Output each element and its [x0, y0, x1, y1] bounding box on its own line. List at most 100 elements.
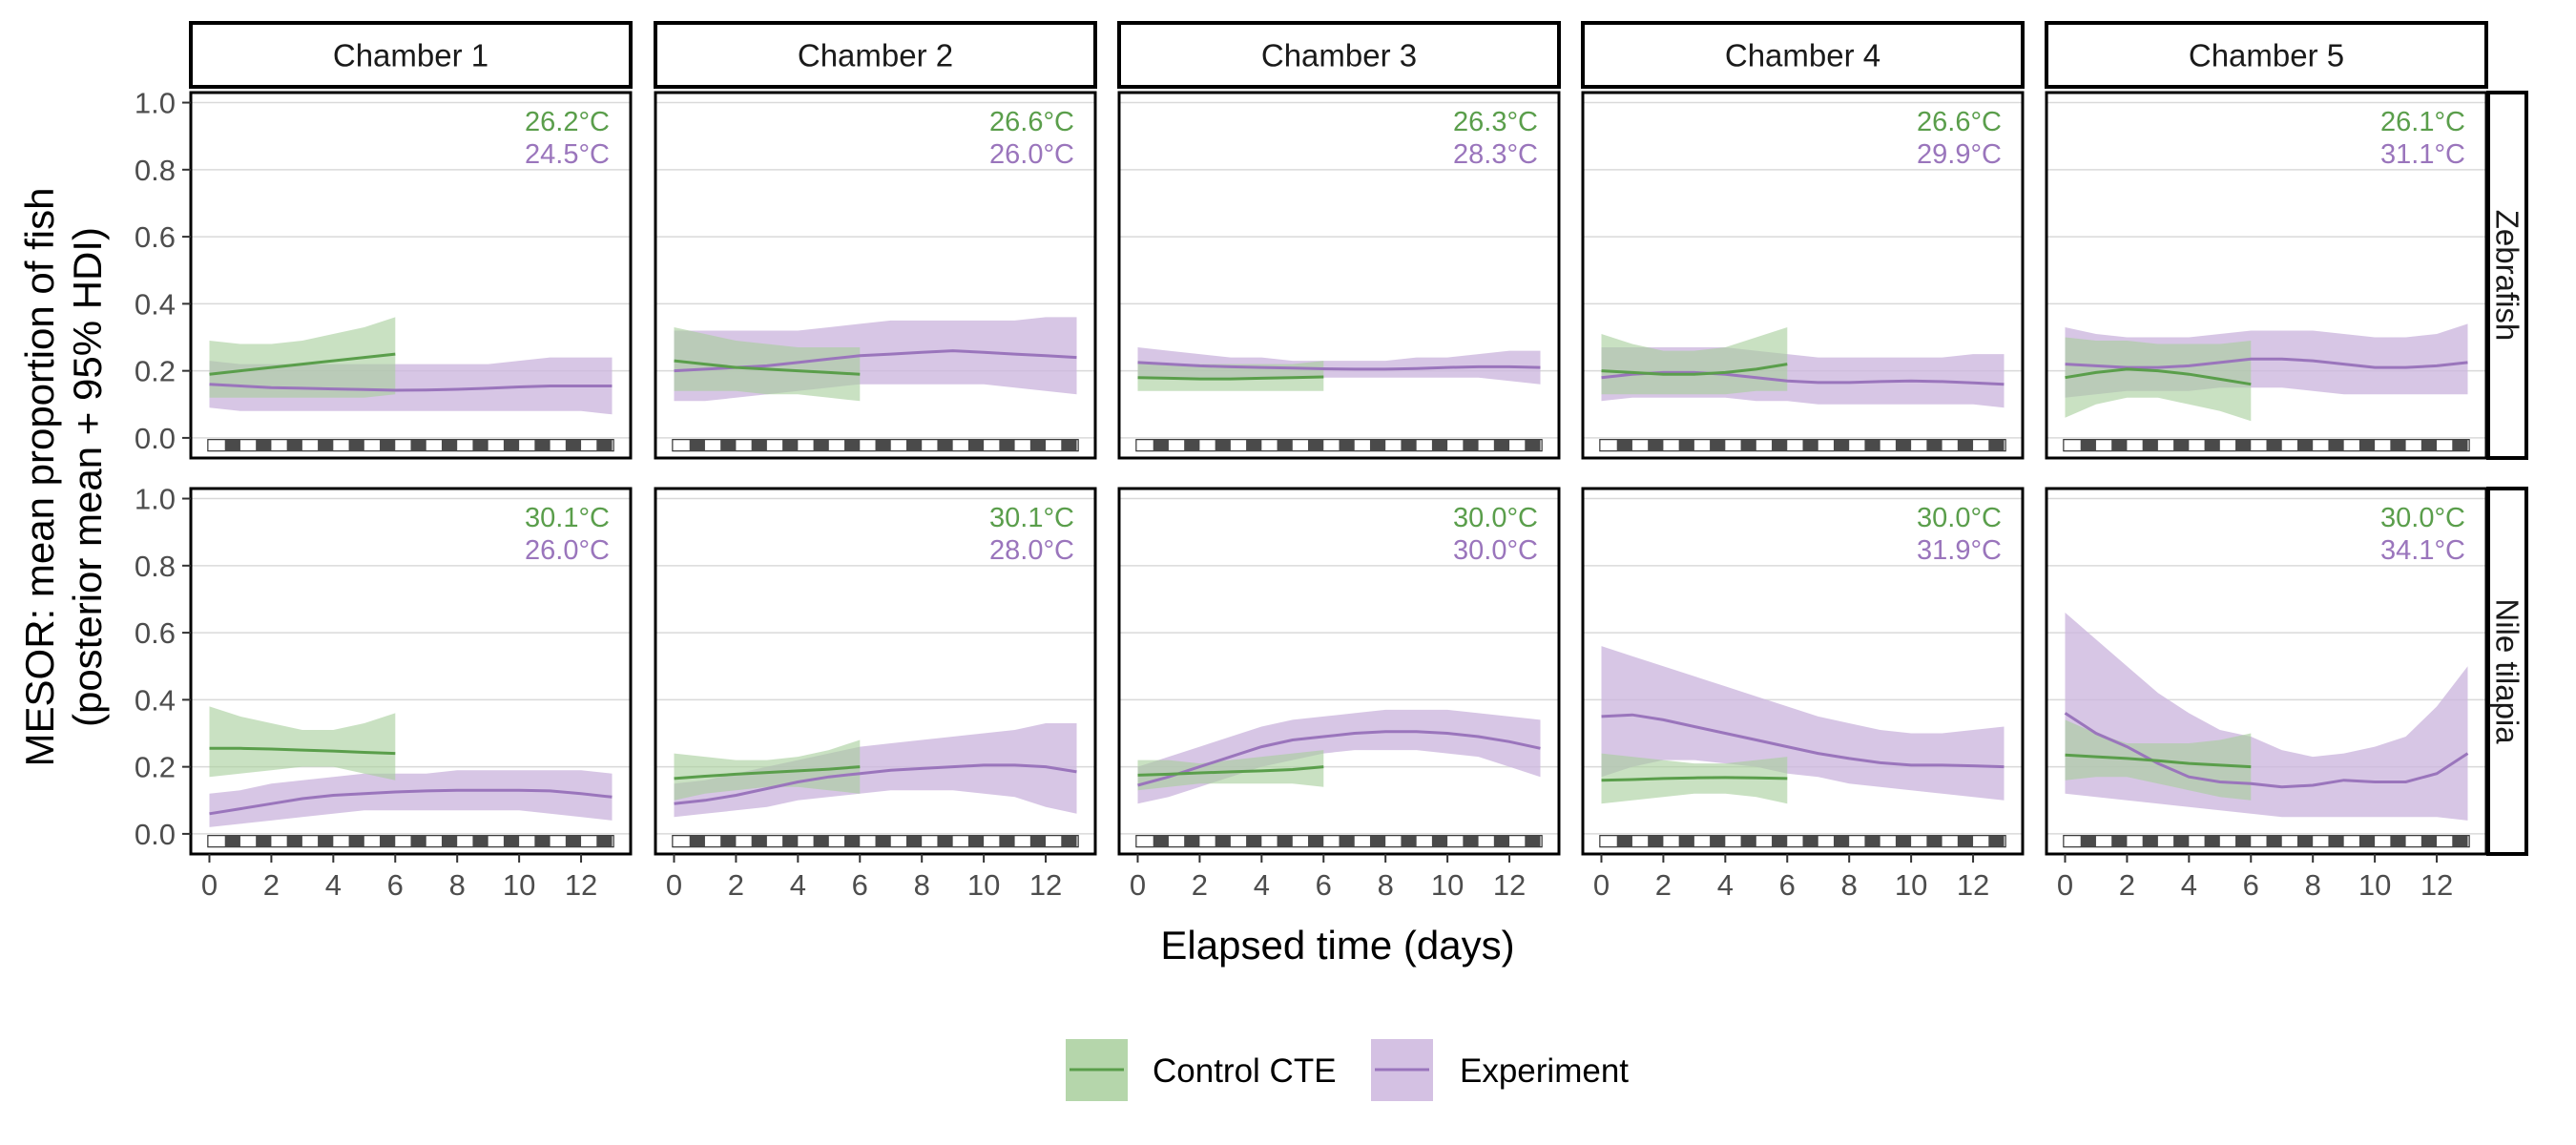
dark-period: [1308, 439, 1324, 451]
dark-period: [1772, 439, 1788, 451]
experiment-mean-line: [1137, 361, 1541, 371]
y-tick-label: 0.6: [135, 220, 176, 254]
x-tick-label: 10: [1431, 868, 1464, 902]
dark-period: [1988, 439, 2005, 451]
control-hdi-band: [1137, 750, 1324, 791]
chart-panel: 30.1°C28.0°C: [654, 487, 1097, 856]
dark-period: [2358, 439, 2376, 451]
panel-border: [654, 91, 1097, 460]
dark-period: [720, 835, 737, 847]
legend-item-control: Control CTE: [1066, 1039, 1337, 1101]
x-tick-label: 6: [387, 868, 404, 902]
row-strip-label: Zebrafish: [2490, 210, 2525, 342]
y-axis-title-line-2: (posterior mean + 95% HDI): [65, 227, 110, 727]
dark-period: [1215, 835, 1231, 847]
dark-period: [2235, 439, 2252, 451]
dark-period: [2296, 835, 2314, 847]
dark-period: [534, 439, 551, 451]
dark-period: [2328, 835, 2344, 847]
dark-period: [2142, 835, 2158, 847]
dark-period: [905, 439, 923, 451]
column-strip: [2045, 21, 2488, 89]
dark-period: [1308, 835, 1324, 847]
control-temperature-label: 30.0°C: [1917, 503, 2002, 533]
dark-period: [1926, 835, 1942, 847]
x-tick-label: 12: [1957, 868, 1989, 902]
x-tick-label: 6: [852, 868, 868, 902]
dark-period: [2452, 835, 2468, 847]
x-tick-label: 12: [2420, 868, 2453, 902]
chart-panels: 26.2°C24.5°C26.6°C26.0°C26.3°C28.3°C26.6…: [189, 91, 2488, 856]
column-strip: [189, 21, 633, 89]
dark-period: [782, 835, 799, 847]
control-mean-line: [1601, 363, 1788, 376]
dark-period: [348, 835, 364, 847]
dark-period: [813, 439, 829, 451]
experiment-temperature-label: 30.0°C: [1453, 535, 1538, 566]
dark-period: [2142, 439, 2158, 451]
dark-period: [905, 835, 923, 847]
experiment-hdi-band: [1601, 646, 2005, 801]
dark-period: [1525, 835, 1541, 847]
chart-panel: 26.1°C31.1°C: [2045, 91, 2488, 460]
row-strip-labels: Zebrafish Nile tilapia: [2486, 91, 2528, 856]
x-tick-label: 12: [565, 868, 597, 902]
panel-border: [654, 487, 1097, 856]
dark-period: [999, 835, 1015, 847]
dark-period: [2173, 835, 2190, 847]
dark-period: [1493, 835, 1510, 847]
experiment-mean-line: [209, 383, 613, 392]
dark-period: [1895, 835, 1912, 847]
chart-panel: 30.1°C26.0°C: [189, 487, 633, 856]
control-temperature-label: 26.1°C: [2380, 107, 2465, 137]
dark-period: [1401, 439, 1417, 451]
dark-period: [224, 439, 240, 451]
experiment-temperature-label: 26.0°C: [989, 139, 1074, 170]
column-strip-label: Chamber 1: [333, 38, 488, 73]
dark-period: [782, 439, 799, 451]
dark-period: [472, 835, 488, 847]
experiment-mean-line: [209, 788, 613, 816]
x-tick-label: 2: [263, 868, 280, 902]
panel-border: [189, 91, 633, 460]
dark-period: [1061, 439, 1077, 451]
x-tick-label: 6: [2243, 868, 2259, 902]
y-tick-label: 0.4: [135, 683, 176, 717]
dark-period: [1833, 835, 1850, 847]
control-mean-line: [209, 352, 396, 376]
control-hdi-band: [209, 317, 396, 398]
dark-period: [1648, 835, 1664, 847]
dark-period: [441, 439, 458, 451]
dark-period: [1153, 835, 1169, 847]
dark-period: [1246, 439, 1262, 451]
x-tick-label: 8: [1378, 868, 1394, 902]
dark-period: [1339, 835, 1355, 847]
legend-label: Experiment: [1460, 1052, 1629, 1090]
dark-period: [1184, 439, 1200, 451]
dark-period: [503, 835, 520, 847]
control-hdi-band: [674, 327, 861, 402]
dark-period: [565, 835, 582, 847]
chart-panel: 30.0°C34.1°C: [2045, 487, 2488, 856]
control-mean-line: [2065, 753, 2252, 769]
column-strip: [1117, 21, 1561, 89]
dark-period: [844, 835, 861, 847]
dark-period: [844, 439, 861, 451]
experiment-temperature-label: 28.3°C: [1453, 139, 1538, 170]
row-strip: [2486, 91, 2528, 460]
y-axis-title: MESOR: mean proportion of fish (posterio…: [17, 188, 110, 767]
column-strip-label: Chamber 2: [798, 38, 953, 73]
dark-period: [224, 835, 240, 847]
dark-period: [1864, 835, 1880, 847]
dark-period: [534, 835, 551, 847]
control-hdi-band: [209, 706, 396, 781]
dark-period: [1864, 439, 1880, 451]
dark-period: [596, 439, 613, 451]
x-tick-label: 10: [967, 868, 1000, 902]
experiment-mean-line: [1601, 370, 2005, 386]
dark-period: [1369, 835, 1386, 847]
dark-period: [2420, 835, 2438, 847]
x-tick-label: 2: [1655, 868, 1672, 902]
chart-panel: 26.6°C29.9°C: [1581, 91, 2025, 460]
